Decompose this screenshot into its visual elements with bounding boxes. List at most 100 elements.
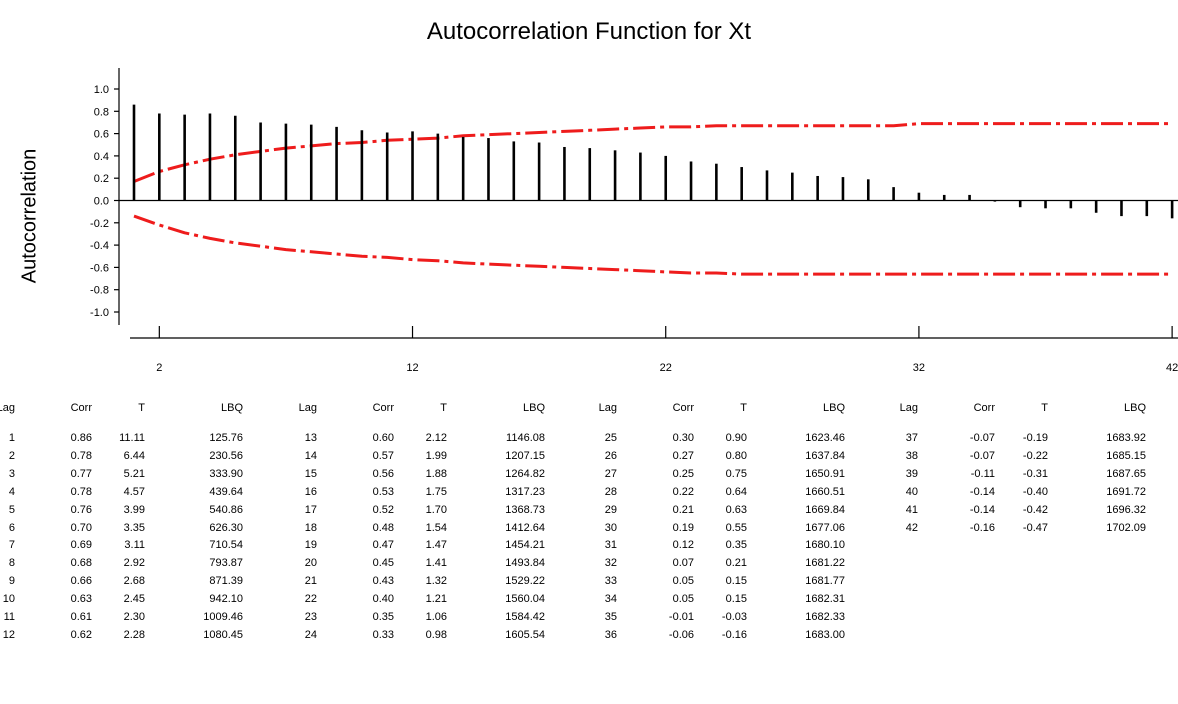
table-header-lbq: LBQ (1123, 402, 1146, 414)
table-cell-lag: 13 (304, 432, 317, 444)
x-tick-label: 22 (660, 362, 672, 374)
table-cell-lbq: 439.64 (209, 485, 243, 498)
table-cell-corr: 0.35 (372, 611, 394, 623)
y-tick-label: 0.2 (94, 173, 109, 185)
upper-limit-line (133, 122, 1173, 183)
table-header-lag: Lag (0, 402, 15, 414)
table-cell-t: 5.21 (123, 467, 145, 480)
table-cell-lag: 30 (604, 521, 617, 534)
table-cell-lag: 19 (304, 539, 317, 552)
y-tick-label: 1.0 (94, 84, 109, 96)
table-cell-t: 1.99 (425, 449, 447, 462)
table-cell-t: 2.30 (123, 611, 145, 623)
y-tick-label: -0.6 (90, 262, 109, 274)
table-cell-lbq: 1317.23 (505, 485, 545, 498)
x-tick-label: 32 (913, 362, 925, 374)
table-cell-corr: 0.05 (672, 575, 694, 588)
table-cell-lag: 12 (2, 628, 15, 641)
table-cell-lag: 33 (604, 575, 617, 588)
table-cell-t: 1.41 (425, 557, 447, 570)
table-cell-t: 0.80 (725, 449, 747, 462)
table-header-t: T (138, 402, 145, 414)
table-cell-lag: 23 (304, 611, 317, 623)
table-header-lbq: LBQ (822, 402, 845, 414)
table-cell-lbq: 1681.77 (805, 575, 845, 588)
table-cell-lbq: 1146.08 (506, 432, 545, 444)
table-cell-corr: 0.77 (70, 467, 92, 480)
table-cell-t: 0.15 (725, 593, 747, 606)
table-cell-lbq: 1681.22 (805, 557, 845, 570)
table-cell-lbq: 1680.10 (805, 539, 845, 552)
confidence-limits (133, 122, 1173, 276)
table-cell-corr: 0.27 (672, 449, 694, 462)
table-cell-lag: 41 (905, 503, 918, 516)
table-cell-lbq: 871.39 (209, 575, 243, 588)
table-cell-t: 1.47 (425, 539, 447, 552)
table-cell-corr: 0.62 (70, 628, 92, 641)
table-cell-lbq: 1683.00 (805, 628, 845, 641)
table-cell-corr: 0.30 (672, 432, 694, 444)
table-cell-lbq: 540.86 (209, 503, 243, 516)
table-header-t: T (440, 402, 447, 414)
table-cell-lbq: 1623.46 (805, 432, 845, 444)
table-cell-lbq: 1650.91 (805, 467, 845, 480)
table-cell-lag: 39 (905, 467, 918, 480)
table-cell-lag: 31 (604, 539, 617, 552)
table-cell-lbq: 1677.06 (805, 521, 845, 534)
table-header-corr: Corr (672, 402, 694, 414)
table-cell-lbq: 1493.84 (505, 557, 545, 570)
table-cell-t: -0.22 (1022, 449, 1048, 462)
table-cell-t: 0.21 (725, 557, 747, 570)
table-cell-corr: 0.57 (372, 449, 394, 462)
table-cell-lag: 34 (604, 593, 617, 606)
table-cell-t: 1.75 (425, 485, 447, 498)
table-cell-t: 4.57 (123, 485, 145, 498)
table-cell-corr: 0.40 (372, 593, 394, 606)
table-cell-t: 0.35 (725, 539, 747, 552)
table-cell-t: 0.55 (725, 521, 747, 534)
table-cell-lag: 21 (304, 575, 317, 588)
table-cell-lag: 11 (3, 611, 15, 623)
table-cell-lbq: 1454.21 (505, 539, 545, 552)
table-cell-lag: 29 (604, 503, 617, 516)
table-cell-lbq: 333.90 (209, 467, 243, 480)
y-tick-label: 0.6 (94, 129, 109, 141)
table-cell-lbq: 1560.04 (505, 593, 545, 606)
y-tick-label: -0.2 (90, 218, 109, 230)
table-cell-t: 2.12 (425, 432, 447, 444)
table-cell-lbq: 230.56 (209, 449, 243, 462)
table-cell-lag: 6 (8, 521, 15, 534)
acf-chart: 1.0 0.8 0.6 0.4 0.2 0.0 -0.2 -0.4 -0.6 -0.8 -1.0 2 1… (90, 68, 1178, 374)
table-cell-t: 0.98 (425, 628, 447, 641)
table-cell-lbq: 1207.15 (505, 449, 545, 462)
table-cell-corr: 0.68 (70, 557, 92, 570)
table-cell-corr: 0.78 (70, 449, 92, 462)
y-tick-label: 0.4 (94, 151, 109, 163)
table-cell-t: 11.11 (119, 432, 145, 444)
table-cell-t: 1.70 (425, 503, 447, 516)
table-cell-lag: 32 (604, 557, 617, 570)
table-cell-corr: -0.06 (668, 628, 694, 641)
table-header-corr: Corr (372, 402, 394, 414)
table-cell-corr: -0.01 (668, 611, 694, 623)
table-cell-lbq: 1702.09 (1106, 521, 1146, 534)
table-header-lbq: LBQ (220, 402, 243, 414)
table-cell-corr: 0.22 (672, 485, 694, 498)
table-cell-lag: 20 (304, 557, 317, 570)
table-cell-corr: 0.19 (672, 521, 694, 534)
table-cell-lag: 5 (8, 503, 15, 516)
table-cell-lag: 2 (8, 449, 15, 462)
table-cell-lag: 14 (304, 449, 317, 462)
table-cell-lbq: 125.76 (209, 432, 243, 444)
table-cell-lag: 28 (604, 485, 617, 498)
table-cell-corr: 0.53 (372, 485, 394, 498)
table-cell-corr: 0.63 (70, 593, 92, 606)
table-cell-t: 0.15 (725, 575, 747, 588)
table-header-lag: Lag (598, 402, 617, 414)
table-cell-t: 3.99 (123, 503, 145, 516)
table-cell-lag: 37 (905, 432, 918, 444)
table-cell-corr: 0.12 (672, 539, 694, 552)
table-cell-t: -0.47 (1022, 521, 1048, 534)
table-cell-lbq: 1009.46 (203, 611, 243, 623)
table-cell-t: 2.45 (123, 593, 145, 606)
